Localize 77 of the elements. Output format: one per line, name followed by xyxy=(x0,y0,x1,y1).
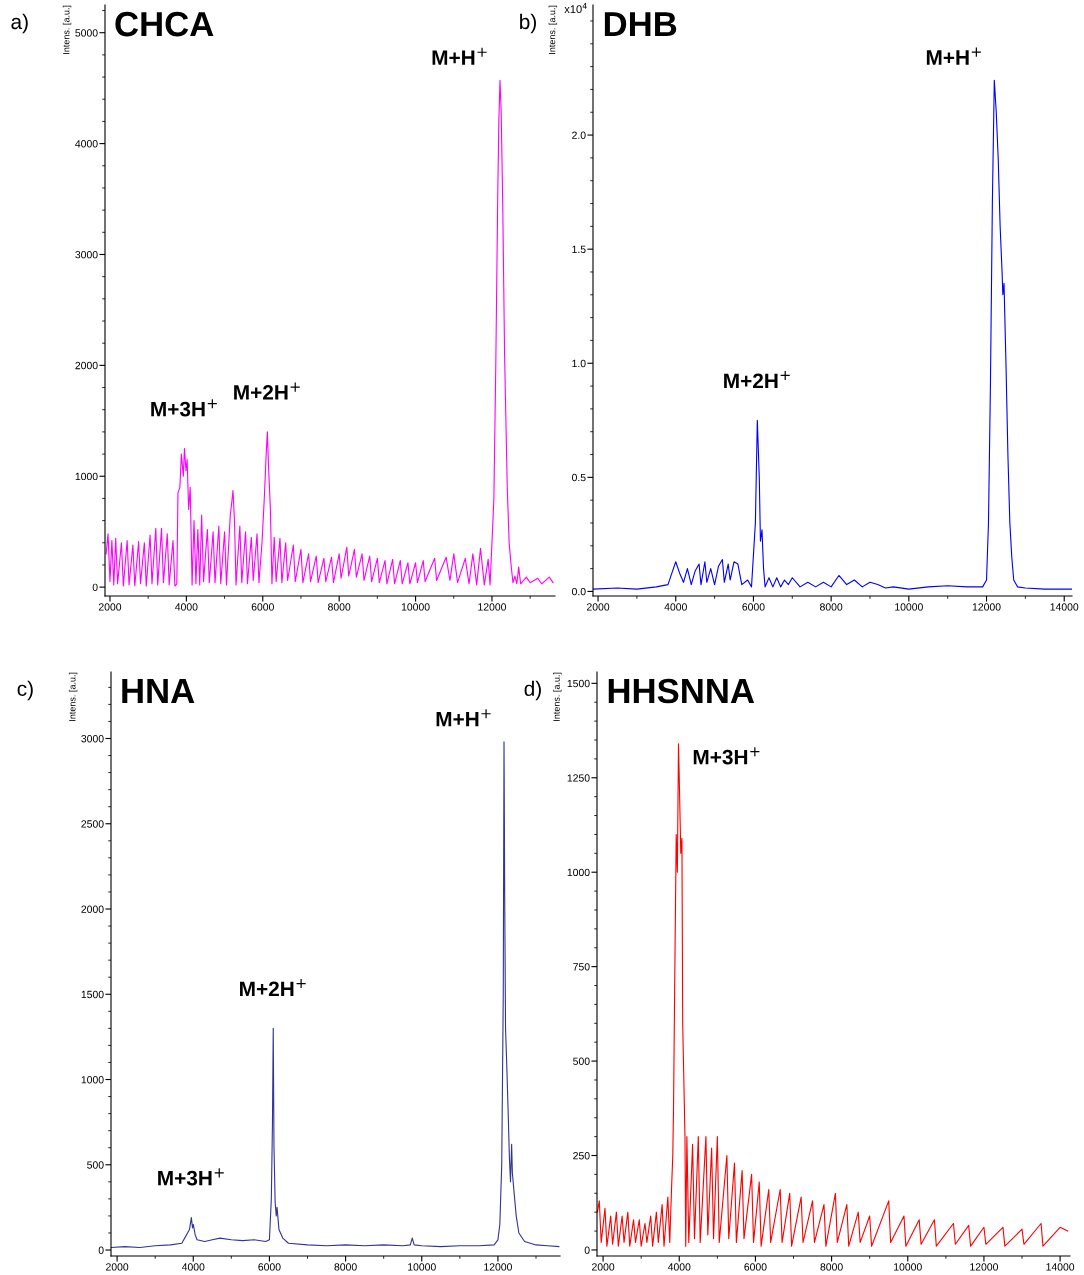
y-tick-label: 0 xyxy=(584,1246,590,1254)
y-tick-label: 750 xyxy=(573,963,590,971)
x-tick-label: 12000 xyxy=(484,1263,512,1271)
y-tick-label: 1.5 xyxy=(572,245,586,254)
annotation: M+3H$^{+}$ xyxy=(158,1168,224,1186)
x-tick-label: 6000 xyxy=(742,603,765,611)
x-tick-label: 8000 xyxy=(820,1263,843,1271)
x-tick-label: 6000 xyxy=(251,603,274,611)
annotation: M+H$^{+}$ xyxy=(436,709,491,727)
annotation: b) xyxy=(520,13,536,34)
annotation: M+2H$^{+}$ xyxy=(240,978,306,997)
y-tick-label: 1000 xyxy=(75,472,98,481)
annotation: M+2H$^{+}$ xyxy=(724,370,790,389)
x-tick-label: 12000 xyxy=(478,603,507,611)
y-tick-label: 2500 xyxy=(81,820,104,828)
x-tick-label: 14000 xyxy=(1046,1263,1075,1271)
x-tick-label: 6000 xyxy=(744,1263,767,1271)
chart-title: CHCA xyxy=(115,11,214,37)
y-tick-label: 0 xyxy=(98,1246,104,1254)
annotation: M+2H$^{+}$ xyxy=(234,382,300,400)
line-series xyxy=(111,741,560,1249)
annotation: M+3H$^{+}$ xyxy=(151,399,217,417)
y-tick-label: 4000 xyxy=(75,140,98,148)
x-tick-label: 4000 xyxy=(181,1263,205,1271)
x-tick-label: 8000 xyxy=(820,603,843,611)
line-series xyxy=(597,743,1069,1247)
y-tick-label: 1.0 xyxy=(572,359,586,368)
x-tick-label: 14000 xyxy=(1050,603,1079,611)
x-tick-label: 10000 xyxy=(401,603,430,611)
chart-title: HNA xyxy=(122,679,195,703)
x-tick-label: 10000 xyxy=(894,1263,922,1271)
y-tick-label: 1250 xyxy=(567,774,590,782)
line-series xyxy=(593,79,1072,590)
text: a) xyxy=(11,13,28,34)
y-axis-title: Intens. [a.u.] xyxy=(68,672,78,721)
annotation: M+3H$^{+}$ xyxy=(693,747,760,765)
y-tick-label: 500 xyxy=(87,1161,104,1169)
y-tick-label: 0.0 xyxy=(571,587,586,596)
x-tick-label: 8000 xyxy=(334,1263,357,1271)
text: x10$^{4}$ xyxy=(564,3,587,14)
y-tick-label: 500 xyxy=(573,1057,590,1065)
annotation: M+H$^{+}$ xyxy=(432,47,487,65)
y-tick-label: 2000 xyxy=(81,905,104,913)
x-tick-label: 2000 xyxy=(592,1263,615,1271)
y-axis-title: Intens. [a.u.] xyxy=(62,5,72,54)
x-tick-label: 4000 xyxy=(664,603,687,611)
line-series xyxy=(105,79,554,587)
y-tick-label: 0 xyxy=(92,583,98,592)
y-tick-label: 1000 xyxy=(81,1076,104,1084)
y-tick-label: 5000 xyxy=(75,29,98,37)
y-axis-title: Intens. [a.u.] xyxy=(553,672,562,721)
y-tick-label: 2.0 xyxy=(572,131,586,139)
chart-title: DHB xyxy=(604,12,677,37)
y-tick-label: 3000 xyxy=(81,735,104,743)
y-tick-label: 1000 xyxy=(567,868,590,877)
x-tick-label: 4000 xyxy=(175,603,198,611)
x-tick-label: 12000 xyxy=(970,1263,999,1271)
x-tick-label: 4000 xyxy=(667,1263,691,1271)
x-tick-label: 2000 xyxy=(586,603,610,611)
chart-title: HHSNNA xyxy=(608,678,755,704)
y-tick-label: 2000 xyxy=(75,361,98,370)
y-tick-label: 0.5 xyxy=(571,473,586,482)
x-tick-label: 8000 xyxy=(328,603,351,611)
y-tick-label: 250 xyxy=(573,1152,590,1160)
x-tick-label: 2000 xyxy=(106,1263,129,1271)
x-tick-label: 10000 xyxy=(408,1263,436,1271)
annotation: M+H$^{+}$ xyxy=(926,47,981,65)
x-tick-label: 2000 xyxy=(98,603,122,611)
y-tick-label: 1500 xyxy=(567,679,590,688)
text: c) xyxy=(17,680,33,701)
y-tick-label: 1500 xyxy=(81,990,104,999)
x-tick-label: 10000 xyxy=(895,603,923,611)
x-tick-label: 6000 xyxy=(258,1263,281,1271)
annotation: d) xyxy=(524,680,541,701)
x-tick-label: 12000 xyxy=(972,603,1001,611)
y-tick-label: 3000 xyxy=(75,250,98,259)
y-axis-title: Intens. [a.u.] xyxy=(548,5,558,54)
